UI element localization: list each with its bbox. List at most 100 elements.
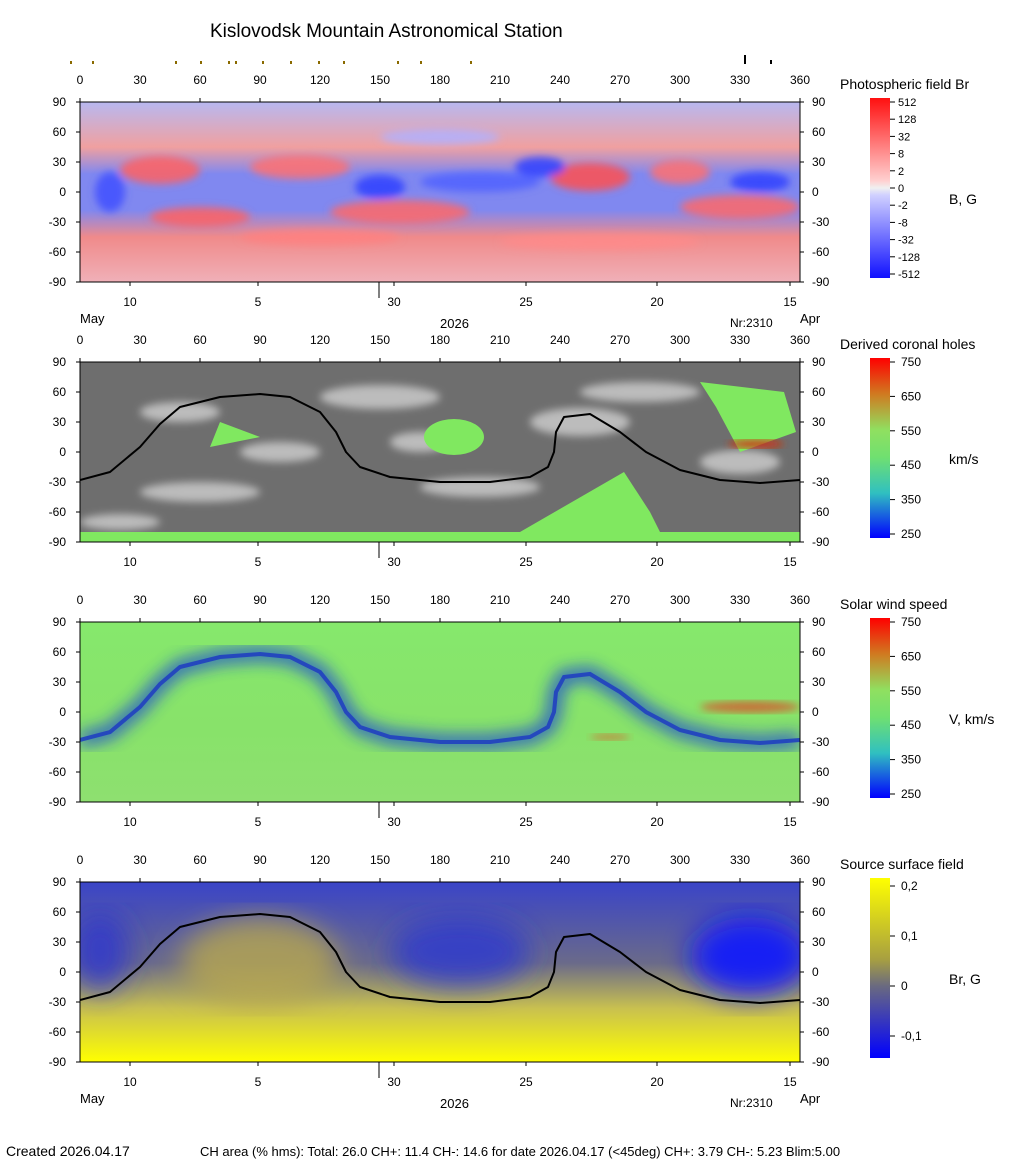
y-tick-label-right: 60	[812, 385, 826, 399]
date-tick-label: 15	[783, 1075, 797, 1089]
panel-title-coronal-holes: Derived coronal holes	[840, 336, 976, 352]
x-tick-label: 240	[550, 333, 570, 347]
observation-marker	[420, 61, 422, 64]
colorbar-tick-label: -2	[898, 200, 908, 212]
y-tick-label-right: -30	[812, 215, 830, 229]
fast-wind-stream	[700, 701, 800, 713]
year-label-1: 2026	[440, 316, 469, 331]
rotation-label-4: Nr:2310	[730, 1096, 773, 1110]
y-tick-label-left: 0	[59, 185, 66, 199]
date-tick-label: 10	[123, 815, 137, 829]
x-tick-label: 60	[193, 853, 207, 867]
colorbar-1	[870, 98, 890, 278]
observation-marker	[175, 61, 177, 64]
date-tick-label: 25	[519, 815, 533, 829]
x-tick-label: 180	[430, 593, 450, 607]
y-tick-label-left: 90	[53, 355, 67, 369]
map-area-1	[80, 102, 800, 282]
y-tick-label-right: 30	[812, 675, 826, 689]
y-tick-label-left: 0	[59, 705, 66, 719]
y-tick-label-left: 60	[53, 385, 67, 399]
x-tick-label: 270	[610, 73, 630, 87]
colorbar-tick-label: 250	[901, 787, 921, 801]
colorbar-tick-label: 250	[901, 527, 921, 541]
x-tick-label: 150	[370, 333, 390, 347]
x-tick-label: 150	[370, 593, 390, 607]
colorbar-tick-label: 550	[901, 424, 921, 438]
x-tick-label: 270	[610, 333, 630, 347]
y-tick-label-left: 60	[53, 645, 67, 659]
date-tick-label: 20	[650, 295, 664, 309]
y-tick-label-right: -60	[812, 765, 830, 779]
observation-marker	[200, 61, 202, 64]
x-tick-label: 60	[193, 73, 207, 87]
x-tick-label: 180	[430, 853, 450, 867]
y-tick-label-left: 0	[59, 445, 66, 459]
date-tick-label: 25	[519, 1075, 533, 1089]
colorbar-tick-label: 512	[898, 97, 916, 109]
x-tick-label: 180	[430, 73, 450, 87]
colorbar-tick-label: 650	[901, 389, 921, 403]
y-tick-label-left: 30	[53, 935, 67, 949]
colorbar-tick-label: 350	[901, 753, 921, 767]
date-tick-label: 25	[519, 295, 533, 309]
colorbar-tick-label: 750	[901, 615, 921, 629]
colorbar-tick-label: -8	[898, 217, 908, 229]
year-label-4: 2026	[440, 1096, 469, 1111]
y-tick-label-right: 90	[812, 875, 826, 889]
colorbar-tick-label: 550	[901, 684, 921, 698]
x-tick-label: 120	[310, 333, 330, 347]
y-tick-label-left: -30	[49, 995, 67, 1009]
date-tick-label: 5	[255, 555, 262, 569]
y-tick-label-right: 30	[812, 415, 826, 429]
colorbar-tick-label: -128	[898, 252, 920, 264]
y-tick-label-left: -30	[49, 735, 67, 749]
y-tick-label-left: -90	[49, 1055, 67, 1069]
observation-marker	[228, 61, 230, 64]
observation-marker-current	[770, 60, 772, 64]
y-tick-label-left: 60	[53, 125, 67, 139]
colorbar-tick-label: 2	[898, 166, 904, 178]
x-tick-label: 270	[610, 853, 630, 867]
y-tick-label-left: 90	[53, 615, 67, 629]
date-tick-label: 10	[123, 555, 137, 569]
x-tick-label: 150	[370, 853, 390, 867]
y-tick-label-left: -90	[49, 535, 67, 549]
colorbar-tick-label: 0,1	[901, 929, 918, 943]
coronal-hole-fast-core	[728, 440, 784, 448]
fast-wind-stream-2	[590, 734, 630, 740]
colorbar-tick-label: 650	[901, 649, 921, 663]
x-tick-label: 120	[310, 593, 330, 607]
observation-marker	[262, 61, 264, 64]
month-label-left-1: May	[80, 311, 105, 326]
colorbar-tick-label: 450	[901, 718, 921, 732]
colorbar-label-photospheric: B, G	[949, 191, 978, 207]
colorbar-tick-label: 32	[898, 131, 910, 143]
y-tick-label-right: -60	[812, 1025, 830, 1039]
date-tick-label: 15	[783, 555, 797, 569]
month-label-left-4: May	[80, 1091, 105, 1106]
neutral-line-2	[80, 393, 800, 484]
y-tick-label-right: 90	[812, 95, 826, 109]
y-tick-label-right: 90	[812, 615, 826, 629]
x-tick-label: 30	[133, 333, 147, 347]
page-title: Kislovodsk Mountain Astronomical Station	[210, 21, 563, 42]
month-label-right-4: Apr	[800, 1091, 821, 1106]
x-tick-label: 30	[133, 73, 147, 87]
date-tick-label: 5	[255, 1075, 262, 1089]
date-tick-label: 15	[783, 295, 797, 309]
colorbar-tick-label: 0	[901, 979, 908, 993]
map-area-4	[80, 882, 800, 1062]
date-tick-label: 20	[650, 815, 664, 829]
y-tick-label-left: -60	[49, 765, 67, 779]
coronal-hole-south-pole	[80, 532, 800, 542]
map-area-2	[80, 362, 800, 542]
y-tick-label-left: 30	[53, 415, 67, 429]
x-tick-label: 210	[490, 333, 510, 347]
observation-marker	[290, 61, 292, 64]
y-tick-label-left: -60	[49, 505, 67, 519]
y-tick-label-left: 30	[53, 155, 67, 169]
observation-marker	[343, 61, 345, 64]
